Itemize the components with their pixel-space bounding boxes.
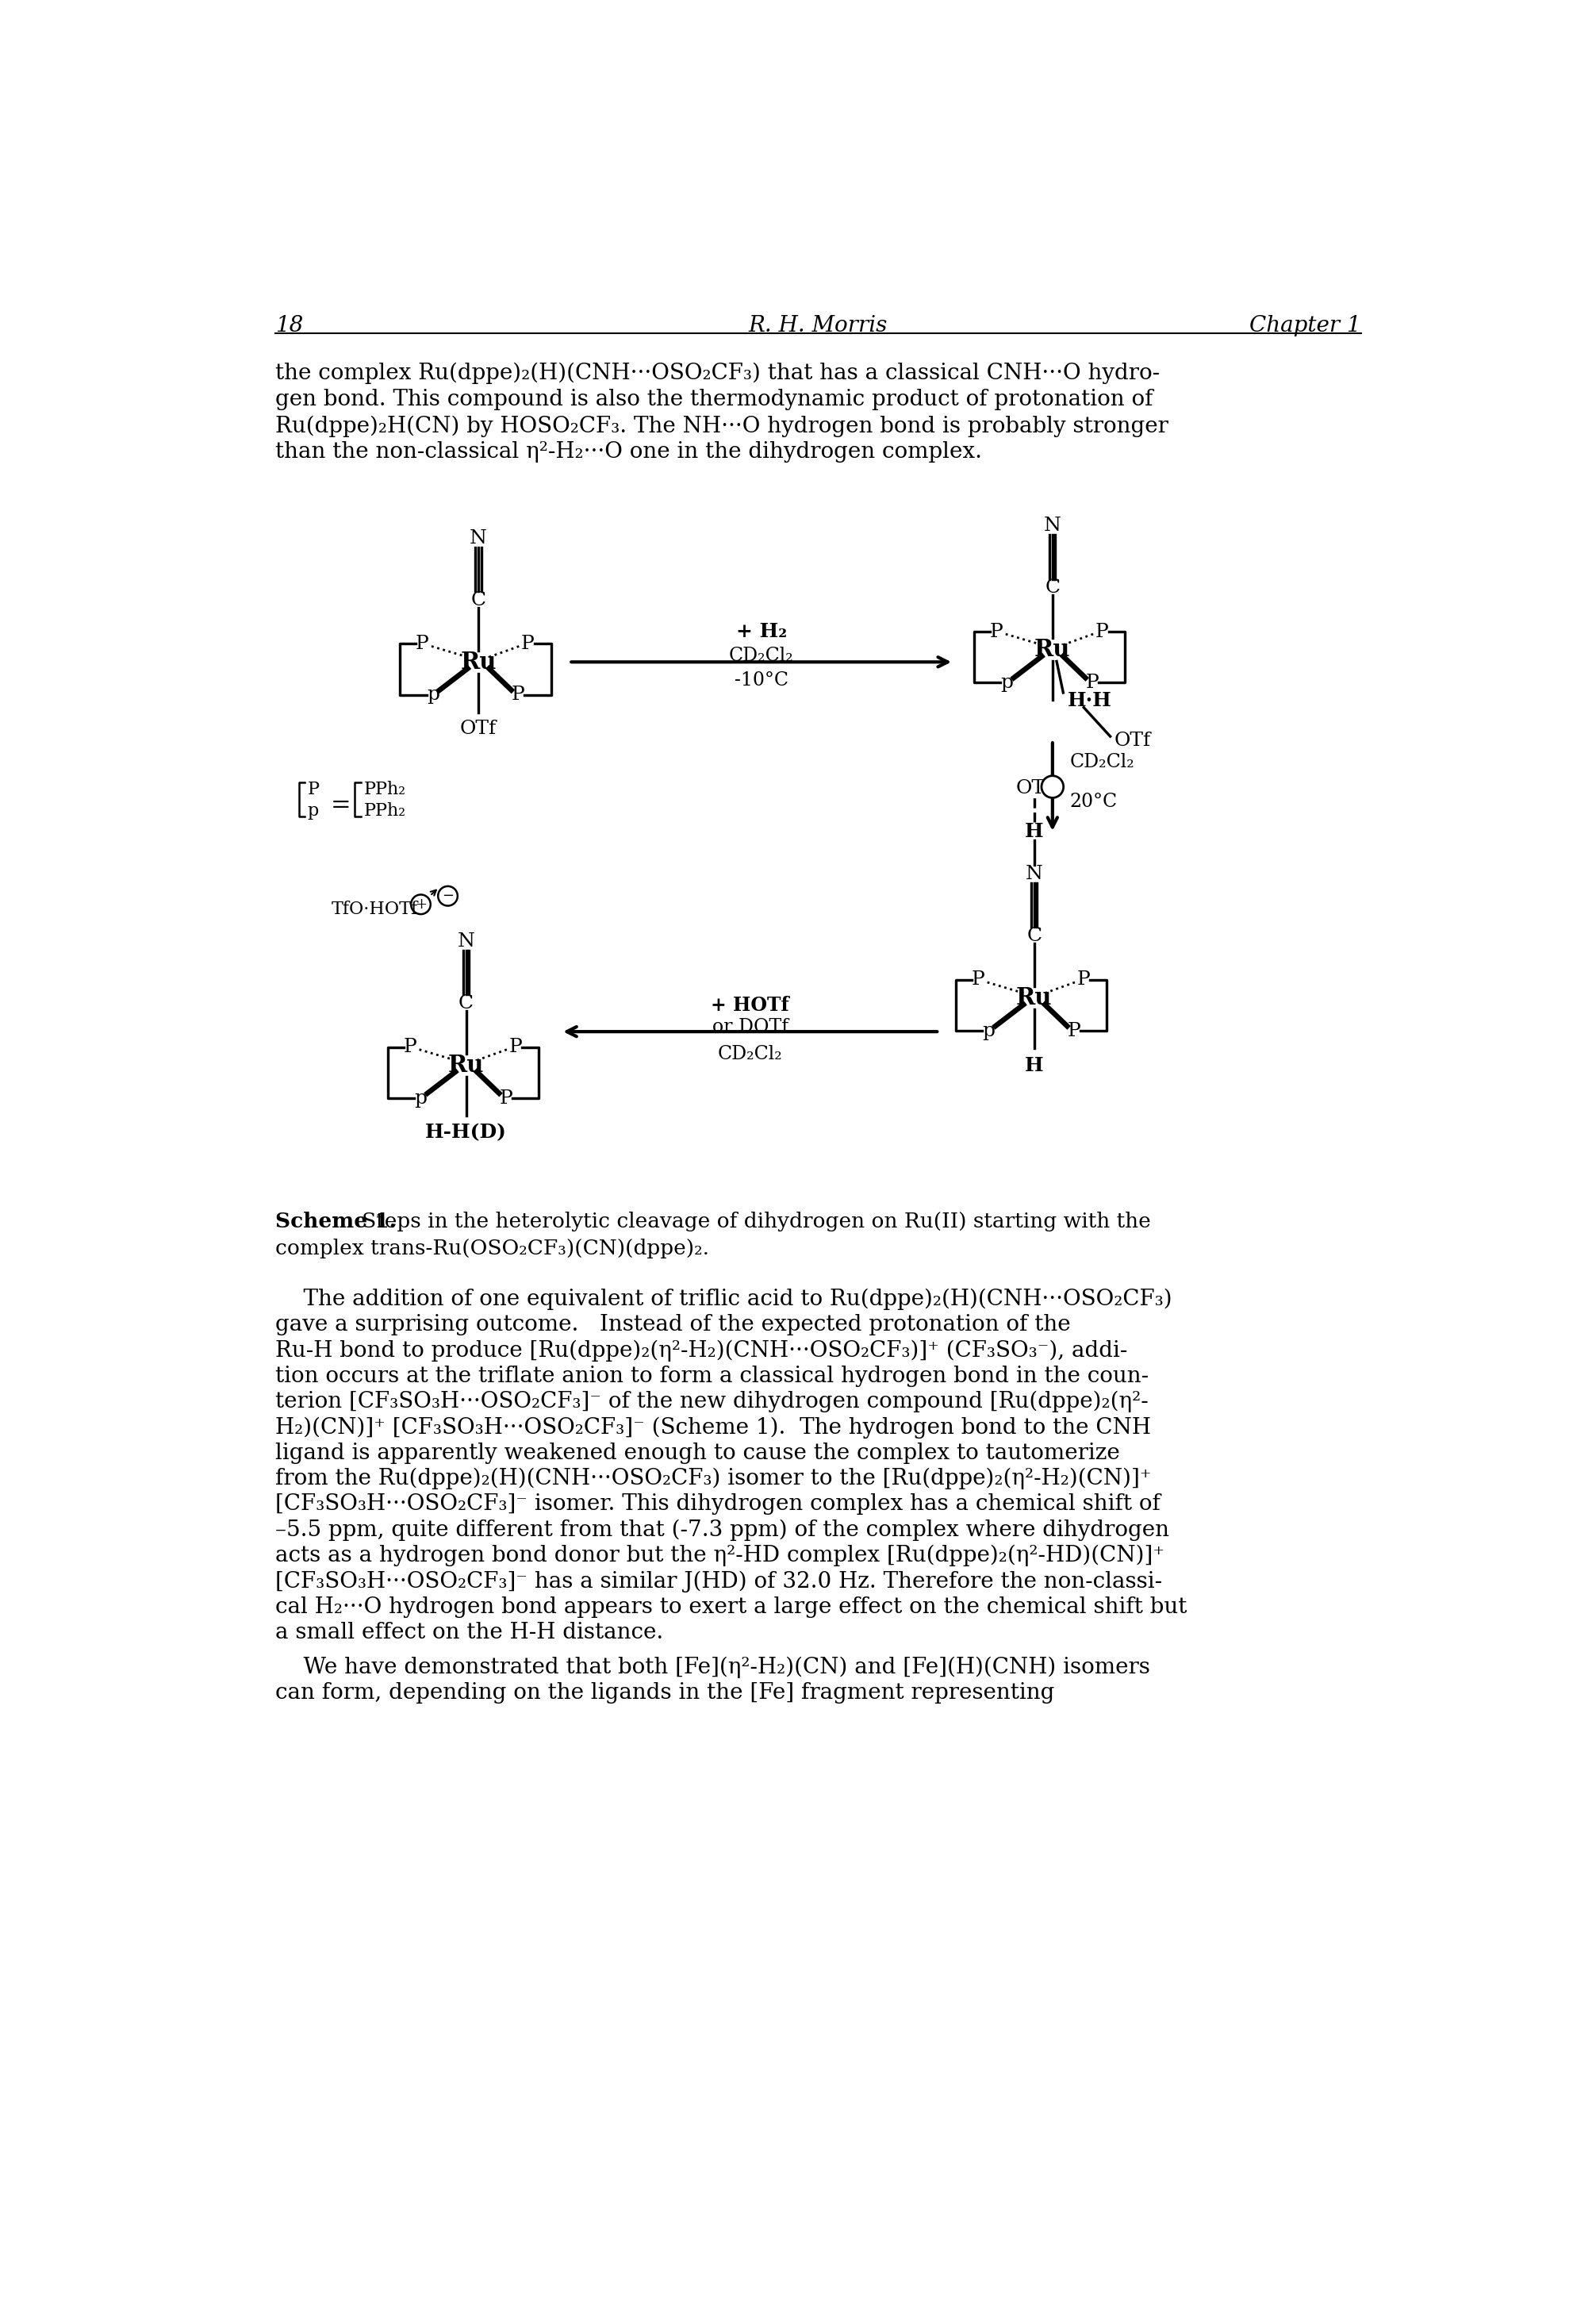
Text: R. H. Morris: R. H. Morris xyxy=(749,314,887,337)
Circle shape xyxy=(1042,776,1063,799)
Text: CD₂Cl₂: CD₂Cl₂ xyxy=(718,1046,782,1064)
Text: P: P xyxy=(308,780,319,799)
Text: P: P xyxy=(415,635,429,653)
Text: +: + xyxy=(415,898,426,912)
Text: p: p xyxy=(308,804,319,820)
Text: p: p xyxy=(426,686,439,704)
Text: than the non-classical η²-H₂···O one in the dihydrogen complex.: than the non-classical η²-H₂···O one in … xyxy=(276,441,983,462)
Text: Ru: Ru xyxy=(448,1053,484,1076)
Text: C: C xyxy=(1045,580,1060,598)
Text: P: P xyxy=(1077,970,1090,988)
Text: We have demonstrated that both [Fe](η²-H₂)(CN) and [Fe](H)(CNH) isomers: We have demonstrated that both [Fe](η²-H… xyxy=(276,1656,1151,1679)
Text: can form, depending on the ligands in the [Fe] fragment representing: can form, depending on the ligands in th… xyxy=(276,1683,1055,1704)
Text: Ru-H bond to produce [Ru(dppe)₂(η²-H₂)(CNH···OSO₂CF₃)]⁺ (CF₃SO₃⁻), addi-: Ru-H bond to produce [Ru(dppe)₂(η²-H₂)(C… xyxy=(276,1339,1128,1362)
Text: PPh₂: PPh₂ xyxy=(364,804,405,820)
Text: P: P xyxy=(509,1039,522,1055)
Text: [CF₃SO₃H···OSO₂CF₃]⁻ has a similar J(HD) of 32.0 Hz. Therefore the non-classi-: [CF₃SO₃H···OSO₂CF₃]⁻ has a similar J(HD)… xyxy=(276,1570,1162,1593)
Text: H·H: H·H xyxy=(1068,690,1112,711)
Text: The addition of one equivalent of triflic acid to Ru(dppe)₂(H)(CNH···OSO₂CF₃): The addition of one equivalent of trifli… xyxy=(276,1288,1173,1309)
Text: + H₂: + H₂ xyxy=(736,623,787,642)
Text: C: C xyxy=(1026,926,1042,944)
Text: CD₂Cl₂: CD₂Cl₂ xyxy=(729,647,793,665)
Text: p: p xyxy=(1001,674,1013,693)
Text: TfO·HOTf: TfO·HOTf xyxy=(332,901,418,919)
Text: CD₂Cl₂: CD₂Cl₂ xyxy=(1069,753,1135,771)
Text: OTf: OTf xyxy=(460,720,496,739)
Text: p: p xyxy=(983,1023,996,1039)
Text: H₂)(CN)]⁺ [CF₃SO₃H···OSO₂CF₃]⁻ (Scheme 1).  The hydrogen bond to the CNH: H₂)(CN)]⁺ [CF₃SO₃H···OSO₂CF₃]⁻ (Scheme 1… xyxy=(276,1415,1151,1439)
Text: Ru: Ru xyxy=(1017,986,1052,1009)
Text: a small effect on the H-H distance.: a small effect on the H-H distance. xyxy=(276,1621,664,1644)
Text: P: P xyxy=(511,686,525,704)
Text: =: = xyxy=(330,794,351,817)
Text: –5.5 ppm, quite different from that (-7.3 ppm) of the complex where dihydrogen: –5.5 ppm, quite different from that (-7.… xyxy=(276,1519,1170,1540)
Text: ligand is apparently weakened enough to cause the complex to tautomerize: ligand is apparently weakened enough to … xyxy=(276,1443,1120,1464)
Text: C: C xyxy=(458,995,474,1014)
Text: P: P xyxy=(500,1090,512,1108)
Text: Ru(dppe)₂H(CN) by HOSO₂CF₃. The NH···O hydrogen bond is probably stronger: Ru(dppe)₂H(CN) by HOSO₂CF₃. The NH···O h… xyxy=(276,416,1168,436)
Text: P: P xyxy=(972,970,985,988)
Text: N: N xyxy=(469,529,487,547)
Text: from the Ru(dppe)₂(H)(CNH···OSO₂CF₃) isomer to the [Ru(dppe)₂(η²-H₂)(CN)]⁺: from the Ru(dppe)₂(H)(CNH···OSO₂CF₃) iso… xyxy=(276,1469,1152,1489)
Text: Scheme 1.: Scheme 1. xyxy=(276,1212,397,1231)
Text: N: N xyxy=(1026,866,1042,884)
Text: cal H₂···O hydrogen bond appears to exert a large effect on the chemical shift b: cal H₂···O hydrogen bond appears to exer… xyxy=(276,1596,1187,1619)
Text: [CF₃SO₃H···OSO₂CF₃]⁻ isomer. This dihydrogen complex has a chemical shift of: [CF₃SO₃H···OSO₂CF₃]⁻ isomer. This dihydr… xyxy=(276,1494,1160,1515)
Text: P: P xyxy=(990,623,1002,642)
Text: complex trans-Ru(OSO₂CF₃)(CN)(dppe)₂.: complex trans-Ru(OSO₂CF₃)(CN)(dppe)₂. xyxy=(276,1238,710,1258)
Text: N: N xyxy=(1044,517,1061,536)
Text: OTf: OTf xyxy=(1114,732,1151,750)
Text: PPh₂: PPh₂ xyxy=(364,780,405,799)
Text: gave a surprising outcome.   Instead of the expected protonation of the: gave a surprising outcome. Instead of th… xyxy=(276,1314,1071,1335)
Text: tion occurs at the triflate anion to form a classical hydrogen bond in the coun-: tion occurs at the triflate anion to for… xyxy=(276,1365,1149,1388)
Text: H: H xyxy=(1025,822,1044,840)
Text: OTf: OTf xyxy=(1015,780,1052,797)
Text: H: H xyxy=(1025,1055,1044,1074)
Text: H-H(D): H-H(D) xyxy=(425,1122,508,1143)
Text: p: p xyxy=(415,1090,428,1108)
Text: Ru: Ru xyxy=(1034,637,1071,660)
Text: Steps in the heterolytic cleavage of dihydrogen on Ru(II) starting with the: Steps in the heterolytic cleavage of dih… xyxy=(342,1212,1151,1231)
Text: N: N xyxy=(458,933,474,951)
Text: terion [CF₃SO₃H···OSO₂CF₃]⁻ of the new dihydrogen compound [Ru(dppe)₂(η²-: terion [CF₃SO₃H···OSO₂CF₃]⁻ of the new d… xyxy=(276,1390,1149,1413)
Text: + HOTf: + HOTf xyxy=(712,995,790,1016)
Text: 18: 18 xyxy=(276,314,303,337)
Text: P: P xyxy=(1068,1023,1080,1039)
Text: or DOTf: or DOTf xyxy=(712,1018,788,1037)
Text: gen bond. This compound is also the thermodynamic product of protonation of: gen bond. This compound is also the ther… xyxy=(276,388,1154,411)
Text: −: − xyxy=(442,889,453,903)
Text: P: P xyxy=(404,1039,417,1055)
Text: -10°C: -10°C xyxy=(734,672,788,690)
Text: Ru: Ru xyxy=(460,651,496,674)
Text: the complex Ru(dppe)₂(H)(CNH···OSO₂CF₃) that has a classical CNH···O hydro-: the complex Ru(dppe)₂(H)(CNH···OSO₂CF₃) … xyxy=(276,363,1160,383)
Text: P: P xyxy=(1095,623,1109,642)
Text: Chapter 1: Chapter 1 xyxy=(1250,314,1361,337)
Text: acts as a hydrogen bond donor but the η²-HD complex [Ru(dppe)₂(η²-HD)(CN)]⁺: acts as a hydrogen bond donor but the η²… xyxy=(276,1545,1165,1566)
Text: 20°C: 20°C xyxy=(1069,792,1117,810)
Text: P: P xyxy=(522,635,535,653)
Text: C: C xyxy=(471,591,485,610)
Text: P: P xyxy=(1085,674,1098,693)
